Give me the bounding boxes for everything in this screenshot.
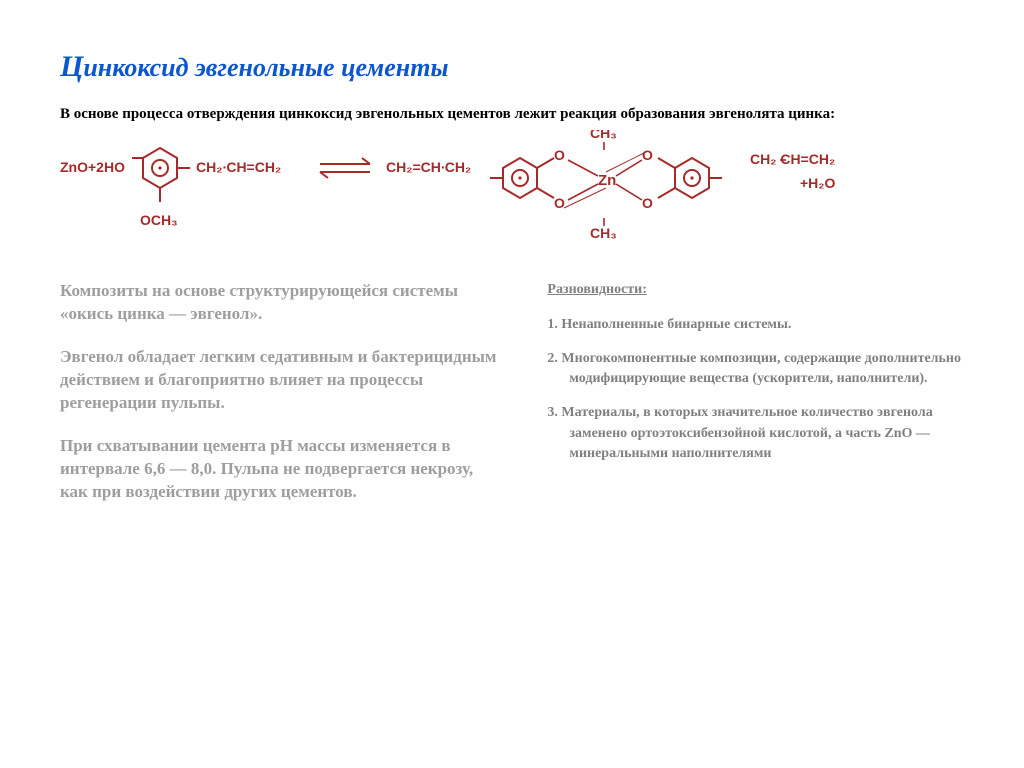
svg-text:O: O bbox=[554, 195, 565, 211]
variety-item-2: 2. Многокомпонентные композиции, содержа… bbox=[547, 349, 964, 390]
chem-zn2ho: ZnO+2HO bbox=[60, 159, 125, 175]
svg-text:O: O bbox=[554, 147, 565, 163]
chemical-equation: ZnO+2HO OCH₃ CH₂∙CH=CH₂ bbox=[60, 130, 964, 258]
chem-ch3-top: CH₃ bbox=[590, 130, 617, 141]
svg-text:O: O bbox=[642, 195, 653, 211]
chem-chain1: CH₂∙CH=CH₂ bbox=[196, 159, 281, 175]
page-title: Цинкоксид эвгенольные цементы bbox=[60, 50, 964, 84]
right-column: Разновидности: 1. Ненаполненные бинарные… bbox=[547, 280, 964, 524]
left-p3: При схватывании цемента рН массы изменяе… bbox=[60, 435, 497, 504]
svg-text:O: O bbox=[642, 147, 653, 163]
left-p2: Эвгенол обладает легким седативным и бак… bbox=[60, 346, 497, 415]
chem-zn: Zn bbox=[598, 172, 616, 189]
left-column: Композиты на основе структурирующейся си… bbox=[60, 280, 497, 524]
left-p1: Композиты на основе структурирующейся си… bbox=[60, 280, 497, 326]
two-column-body: Композиты на основе структурирующейся си… bbox=[60, 280, 964, 524]
intro-text: В основе процесса отверждения цинкоксид … bbox=[60, 104, 960, 124]
chem-chain2: CH₂=CH∙CH₂ bbox=[386, 159, 471, 175]
chem-ch3-bot: CH₃ bbox=[590, 225, 617, 241]
title-cap: Ц bbox=[60, 50, 83, 83]
chem-och3-1: OCH₃ bbox=[140, 212, 178, 228]
varieties-list: 1. Ненаполненные бинарные системы. 2. Мн… bbox=[547, 315, 964, 465]
chem-h2o: +H₂O bbox=[800, 175, 836, 191]
variety-item-1: 1. Ненаполненные бинарные системы. bbox=[547, 315, 964, 335]
chem-chain3: CH₂ CH=CH₂ bbox=[750, 151, 835, 167]
variety-item-3: 3. Материалы, в которых значительное кол… bbox=[547, 403, 964, 464]
title-rest: инкоксид эвгенольные цементы bbox=[83, 53, 448, 82]
varieties-heading: Разновидности: bbox=[547, 280, 964, 300]
